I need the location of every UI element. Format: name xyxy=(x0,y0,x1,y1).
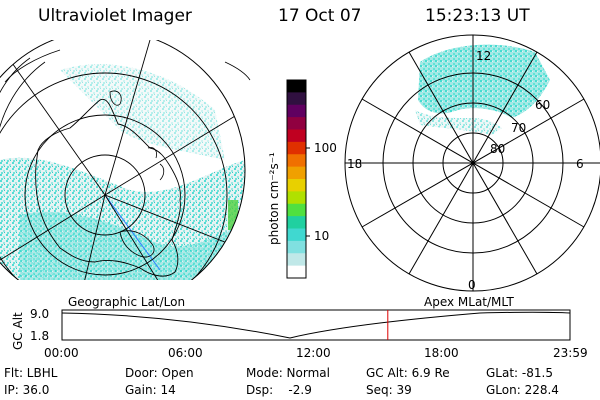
colorbar-cell xyxy=(287,154,306,168)
dsp-info: Dsp: -2.9 xyxy=(246,383,312,397)
geographic-image-panel xyxy=(0,40,251,280)
app-title: Ultraviolet Imager xyxy=(38,6,192,26)
colorbar-tick-100: 100 xyxy=(314,141,337,155)
xtick-0600: 06:00 xyxy=(168,346,203,360)
mlt-label-12: 12 xyxy=(476,49,491,63)
info-block: Flt: LBHL Door: Open Mode: Normal GC Alt… xyxy=(4,366,559,397)
altitude-ytick-min: 1.8 xyxy=(30,329,49,343)
ip-info: IP: 36.0 xyxy=(4,383,49,397)
glat-info: GLat: -81.5 xyxy=(486,366,553,380)
altitude-ytick-max: 9.0 xyxy=(30,307,49,321)
colorbar-cell xyxy=(287,203,306,217)
colorbar-cell xyxy=(287,80,306,93)
colorbar-cell xyxy=(287,191,306,205)
altitude-plot: GC Alt 9.0 1.8 00:00 06:00 12:00 18:00 2… xyxy=(11,307,588,360)
apex-label: Apex MLat/MLT xyxy=(424,295,514,309)
colorbar-cell xyxy=(287,240,306,254)
colorbar-cell xyxy=(287,104,306,118)
colorbar-cell xyxy=(287,166,306,180)
colorbar-cell xyxy=(287,265,306,279)
mlat-label-60: 60 xyxy=(535,98,550,112)
mlt-label-6: 6 xyxy=(576,157,584,171)
colorbar-frame xyxy=(286,79,307,279)
colorbar xyxy=(286,79,310,279)
gain-info: Gain: 14 xyxy=(125,383,176,397)
geographic-label: Geographic Lat/Lon xyxy=(68,295,185,309)
magnetic-image-panel: 12 18 6 0 60 70 80 xyxy=(344,34,600,292)
xtick-0000: 00:00 xyxy=(44,346,79,360)
colorbar-cell xyxy=(287,179,306,192)
mlt-label-18: 18 xyxy=(347,157,362,171)
colorbar-cell xyxy=(287,92,306,106)
altitude-ylabel: GC Alt xyxy=(11,312,25,350)
colorbar-cell xyxy=(287,129,306,143)
filter-info: Flt: LBHL xyxy=(4,366,58,380)
glon-info: GLon: 228.4 xyxy=(486,383,559,397)
colorbar-cell xyxy=(287,141,306,155)
colorbar-cell xyxy=(287,117,306,131)
xtick-1800: 18:00 xyxy=(424,346,459,360)
colorbar-tick-10: 10 xyxy=(314,229,329,243)
mode-info: Mode: Normal xyxy=(246,366,330,380)
colorbar-cell xyxy=(287,253,306,267)
colorbar-unit-label: photon cm⁻²s⁻¹ xyxy=(267,152,281,245)
mlat-label-80: 80 xyxy=(490,142,505,156)
door-info: Door: Open xyxy=(125,366,194,380)
time-label: 15:23:13 UT xyxy=(425,6,530,26)
mlt-label-0: 0 xyxy=(468,278,476,292)
colorbar-cell xyxy=(287,216,306,230)
gc-alt-info: GC Alt: 6.9 Re xyxy=(366,366,450,380)
colorbar-cell xyxy=(287,228,306,242)
xtick-1200: 12:00 xyxy=(296,346,331,360)
mlat-label-70: 70 xyxy=(511,121,526,135)
date-label: 17 Oct 07 xyxy=(278,6,362,26)
seq-info: Seq: 39 xyxy=(366,383,412,397)
xtick-2359: 23:59 xyxy=(553,346,588,360)
coastline xyxy=(35,98,181,277)
